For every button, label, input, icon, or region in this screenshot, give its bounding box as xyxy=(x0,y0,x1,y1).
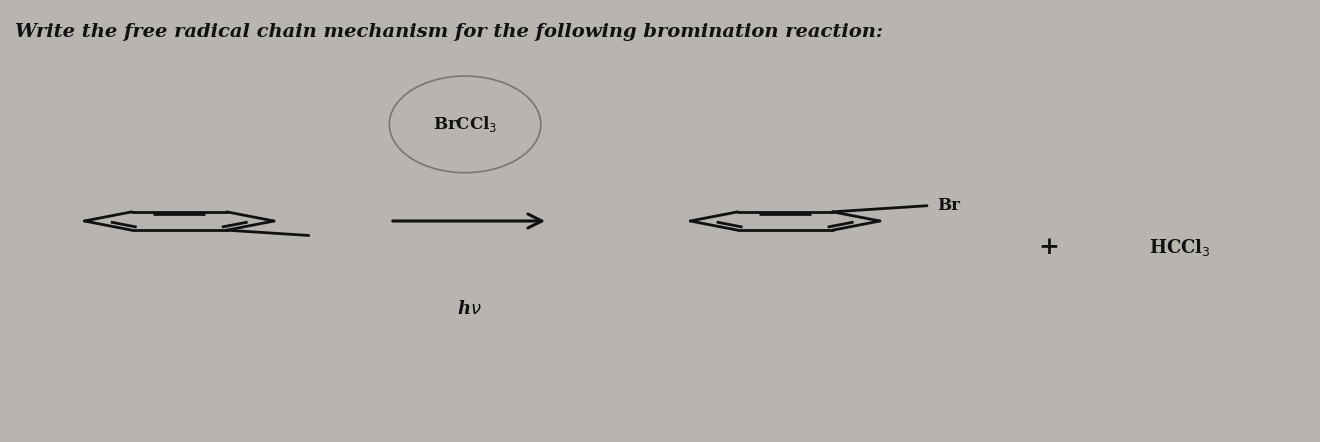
Text: HCCl$_3$: HCCl$_3$ xyxy=(1150,237,1212,258)
Text: +: + xyxy=(1038,235,1059,259)
Text: Br: Br xyxy=(937,197,961,214)
Text: BrCCl$_3$: BrCCl$_3$ xyxy=(433,114,498,134)
Text: h$\nu$: h$\nu$ xyxy=(457,300,482,318)
Text: Write the free radical chain mechanism for the following bromination reaction:: Write the free radical chain mechanism f… xyxy=(15,23,883,42)
